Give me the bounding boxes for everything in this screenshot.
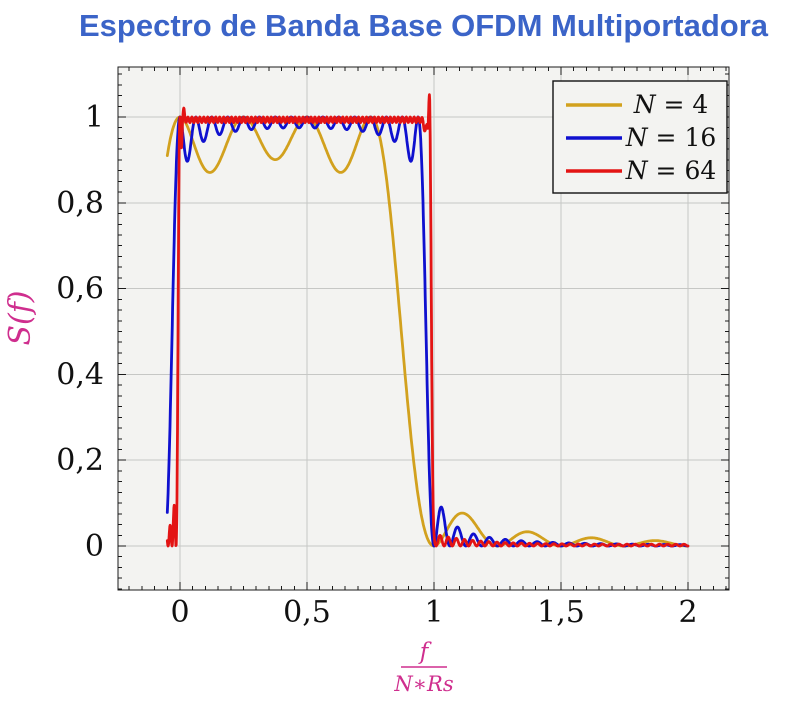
- y-tick-label: 0,2: [56, 443, 104, 478]
- y-tick-label: 1: [85, 100, 104, 135]
- x-tick-label: 0,5: [283, 595, 331, 630]
- svg-text:f: f: [418, 639, 432, 665]
- y-tick-label: 0: [85, 529, 104, 564]
- svg-text:N∗Rs: N∗Rs: [393, 672, 453, 696]
- legend: N = 4 N = 16 N = 64: [552, 80, 728, 194]
- y-tick-label: 0,6: [56, 272, 104, 307]
- legend-entry-label: N = 16: [625, 123, 717, 152]
- curves: [165, 93, 690, 548]
- curve-N64: [165, 93, 690, 548]
- y-tick-label: 0,4: [56, 357, 104, 392]
- plot-frame: [117, 66, 730, 591]
- legend-entry-label: N = 64: [625, 156, 717, 185]
- y-tick-label: 0,8: [56, 186, 104, 221]
- y-axis-label: S(f): [3, 290, 38, 345]
- x-tick-label: 1,5: [537, 595, 585, 630]
- x-tick-label: 2: [678, 595, 697, 630]
- x-axis-label: f N∗Rs: [393, 639, 453, 696]
- tick-labels: 0 0,5 1 1,5 2 0 0,2 0,4 0,6 0,8 1: [56, 100, 697, 630]
- x-tick-label: 1: [424, 595, 443, 630]
- chart-title: Espectro de Banda Base OFDM Multiportado…: [79, 8, 768, 43]
- legend-entry-label: N = 4: [633, 90, 709, 119]
- x-tick-label: 0: [170, 595, 189, 630]
